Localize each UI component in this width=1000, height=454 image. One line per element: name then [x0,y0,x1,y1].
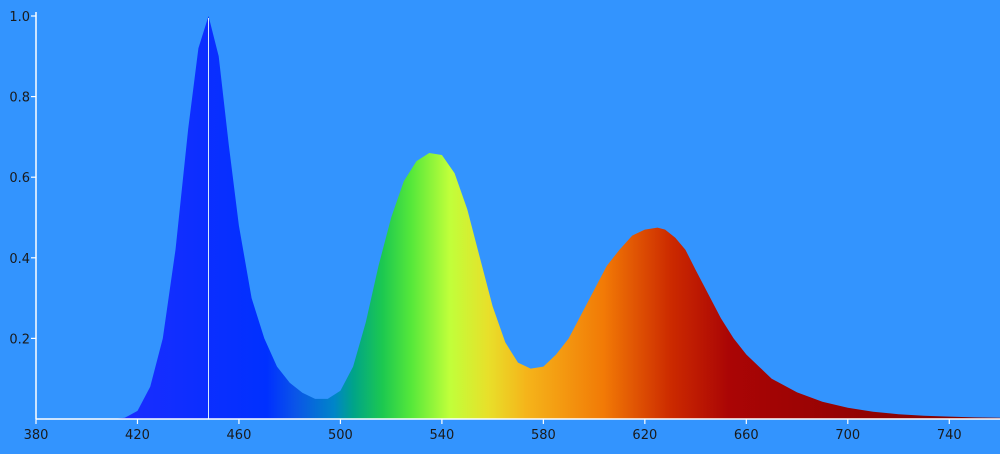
spectrum-area [36,16,1000,419]
x-tick-label: 380 [24,428,49,443]
x-tick-label: 620 [632,428,657,443]
x-tick-label: 740 [937,428,962,443]
y-tick-label: 0.2 [9,332,30,347]
y-tick-label: 0.8 [9,91,30,106]
x-tick-label: 580 [531,428,556,443]
x-tick-label: 700 [835,428,860,443]
y-tick-label: 0.4 [9,252,30,267]
y-tick-label: 0.6 [9,171,30,186]
x-tick-label: 500 [328,428,353,443]
x-tick-label: 660 [734,428,759,443]
x-tick-label: 420 [125,428,150,443]
x-tick-label: 540 [429,428,454,443]
y-tick-label: 1.0 [9,10,30,25]
x-tick-label: 460 [227,428,252,443]
